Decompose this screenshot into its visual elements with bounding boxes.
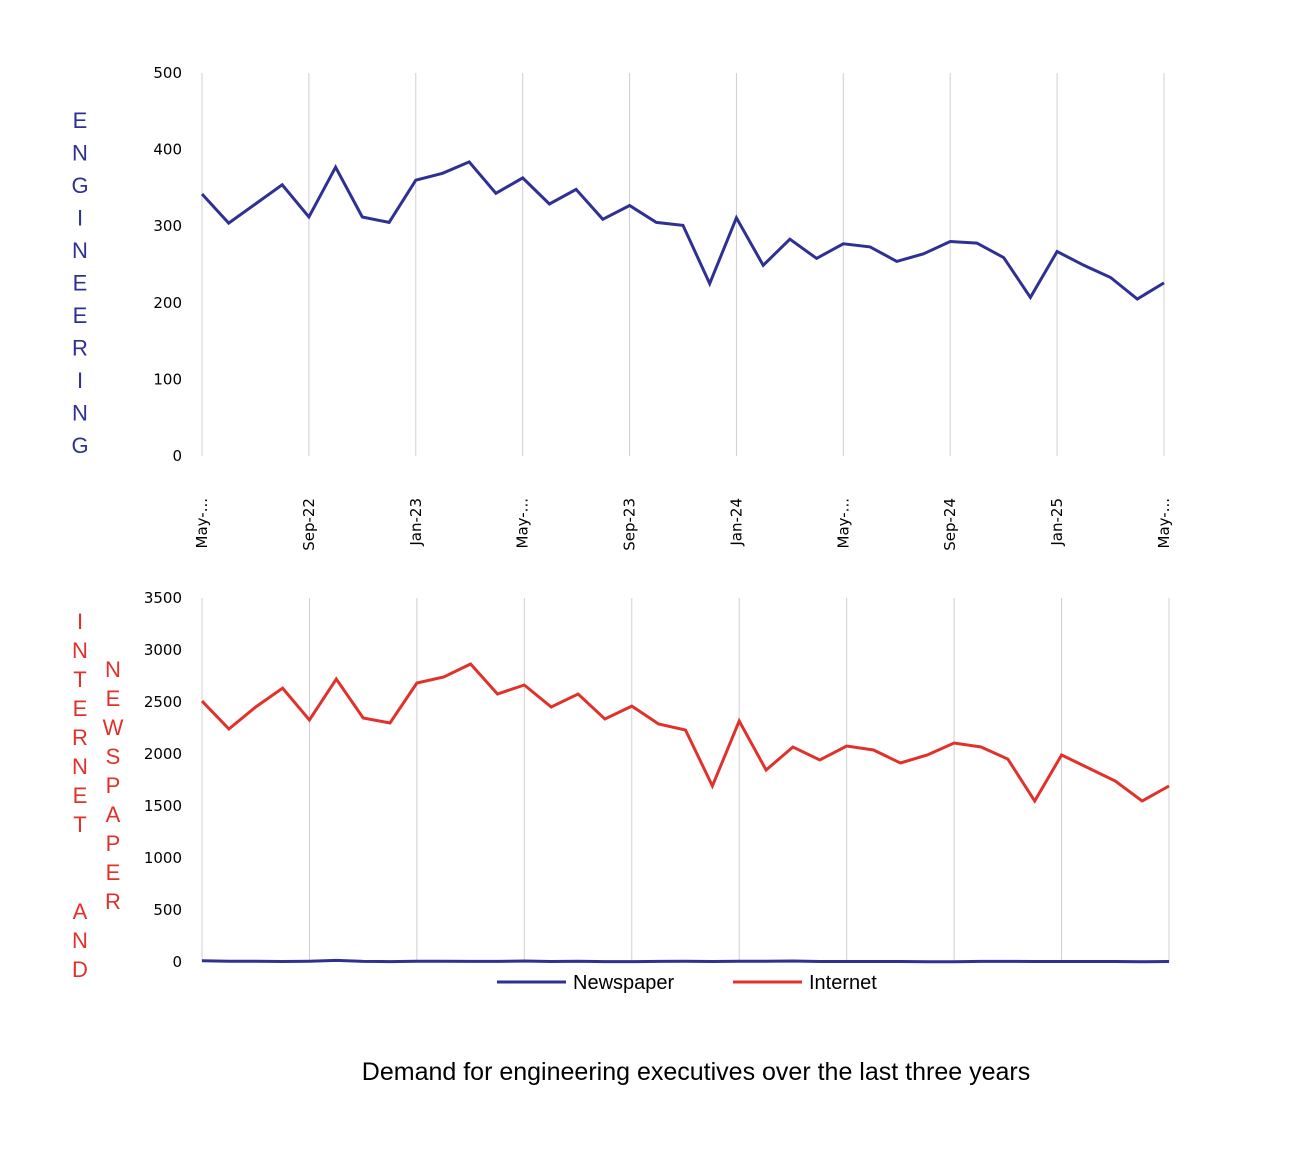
axis-label-letter: R — [72, 336, 88, 361]
x-tick-label: Sep-24 — [941, 498, 959, 551]
chart-title: Demand for engineering executives over t… — [362, 1058, 1030, 1086]
x-tick-label: Sep-22 — [300, 498, 318, 551]
axis-label-letter: I — [77, 609, 83, 634]
x-tick-label: Sep-23 — [621, 498, 639, 551]
axis-label-letter: R — [72, 725, 88, 750]
axis-label-letter: E — [106, 686, 121, 711]
axis-label-letter: A — [73, 899, 88, 924]
axis-label-letter: E — [73, 696, 88, 721]
top-gridlines — [201, 73, 1165, 456]
x-tick-label: May-... — [514, 498, 532, 548]
y-tick-label: 0 — [172, 447, 182, 465]
series-line-engineering — [200, 160, 1165, 301]
legend-label-internet: Internet — [809, 972, 877, 994]
series-line-internet — [200, 662, 1170, 804]
axis-label-letter: E — [73, 303, 88, 328]
y-tick-label: 500 — [153, 64, 182, 82]
axis-label-letter: S — [106, 744, 121, 769]
top-x-axis-ticks: May-... Sep-22 Jan-23 May-... Sep-23 Jan-24 Ma… — [193, 498, 1173, 551]
x-tick-label: Jan-24 — [727, 498, 745, 547]
y-tick-label: 100 — [153, 370, 182, 388]
x-tick-label: Jan-23 — [407, 498, 425, 547]
axis-label-letter: R — [105, 889, 121, 914]
bottom-series — [200, 662, 1170, 964]
axis-label-letter: N — [72, 401, 88, 426]
axis-label-letter: D — [72, 957, 88, 982]
series-line-newspaper — [201, 958, 1170, 964]
y-tick-label: 2500 — [144, 693, 182, 711]
axis-label-letter: E — [73, 108, 88, 133]
x-tick-label: May-... — [834, 498, 852, 548]
x-tick-label: May-... — [193, 498, 211, 548]
y-tick-label: 300 — [153, 217, 182, 235]
y-tick-label: 3000 — [144, 641, 182, 659]
y-tick-label: 1000 — [144, 849, 182, 867]
y-tick-label: 1500 — [144, 797, 182, 815]
axis-label-letter: N — [72, 754, 88, 779]
axis-label-letter: N — [72, 238, 88, 263]
y-tick-label: 0 — [172, 953, 182, 971]
axis-label-letter: N — [72, 141, 88, 166]
top-series — [200, 160, 1165, 301]
axis-label-letter: N — [105, 657, 121, 682]
y-tick-label: 2000 — [144, 745, 182, 763]
axis-label-letter: W — [103, 715, 124, 740]
axis-label-letter: T — [73, 812, 86, 837]
legend: Newspaper Internet — [497, 972, 877, 994]
x-tick-label: May-... — [1155, 498, 1173, 548]
bottom-y-axis-ticks: 0 500 1000 1500 2000 2500 3000 3500 — [144, 589, 182, 971]
axis-label-letter: E — [73, 783, 88, 808]
y-tick-label: 200 — [153, 294, 182, 312]
axis-label-letter: G — [71, 433, 88, 458]
top-y-axis-ticks: 0 100 200 300 400 500 — [153, 64, 182, 465]
axis-label-letter: T — [73, 667, 86, 692]
axis-label-letter: E — [106, 860, 121, 885]
internet-newspaper-chart: 0 500 1000 1500 2000 2500 3000 3500 — [144, 589, 1170, 971]
axis-label-letter: P — [106, 831, 121, 856]
axis-label-letter: I — [77, 206, 83, 231]
y-tick-label: 500 — [153, 901, 182, 919]
axis-label-letter: P — [106, 773, 121, 798]
axis-label-letter: G — [71, 173, 88, 198]
axis-label-letter: I — [77, 368, 83, 393]
legend-label-newspaper: Newspaper — [573, 972, 675, 994]
axis-label-letter: E — [73, 271, 88, 296]
axis-label-letter: A — [106, 802, 121, 827]
y-tick-label: 3500 — [144, 589, 182, 607]
axis-label-letter: N — [72, 638, 88, 663]
axis-label-letter: N — [72, 928, 88, 953]
x-tick-label: Jan-25 — [1048, 498, 1066, 547]
bottom-gridlines — [201, 598, 1170, 962]
y-tick-label: 400 — [153, 141, 182, 159]
